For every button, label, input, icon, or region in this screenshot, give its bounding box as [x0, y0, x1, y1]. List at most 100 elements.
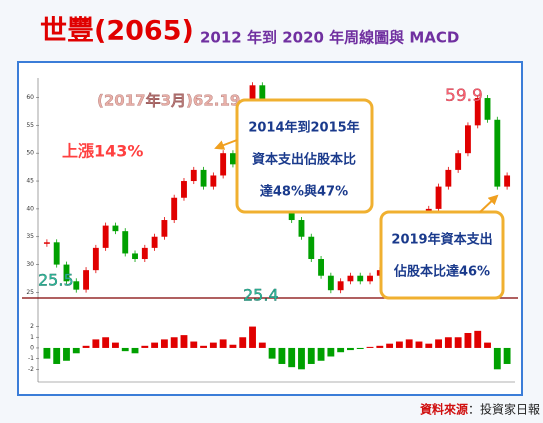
macd-bar	[366, 346, 374, 348]
candle	[484, 98, 491, 120]
candle	[308, 236, 315, 260]
macd-bar	[435, 339, 442, 348]
candle	[132, 253, 138, 260]
macd-bar	[190, 341, 198, 348]
candle	[298, 220, 305, 237]
macd-bar	[464, 332, 472, 348]
candle	[171, 197, 178, 221]
callout-box	[235, 98, 374, 214]
macd-bar	[298, 347, 305, 370]
candle	[92, 247, 99, 271]
high-label: 59.9	[445, 86, 483, 106]
y-tick-label: 50	[26, 150, 34, 157]
peak-label: (2017年3月)62.19	[97, 92, 240, 110]
rise-label: 上漲143%	[62, 142, 143, 161]
macd-bar	[229, 344, 237, 348]
y-tick-label: 1	[30, 334, 34, 341]
y-tick-label: 45	[26, 178, 34, 185]
candle	[465, 125, 471, 154]
candle	[200, 169, 207, 187]
candle	[53, 242, 60, 265]
macd-bar	[347, 347, 354, 351]
candle	[73, 281, 80, 290]
macd-bar	[337, 347, 345, 353]
y-tick-label: 2	[30, 323, 34, 330]
macd-bar	[160, 339, 168, 348]
chart-title: 世豐(2065)	[40, 16, 194, 47]
macd-bar	[180, 335, 188, 348]
macd-bar	[92, 339, 100, 348]
candle	[151, 236, 158, 248]
candle	[445, 169, 452, 187]
chart-subtitle: 2012 年到 2020 年周線圖與 MACD	[200, 29, 459, 47]
y-tick-label: 40	[26, 205, 34, 212]
y-tick-label: 35	[26, 233, 34, 240]
macd-bar	[278, 347, 286, 364]
candle	[43, 242, 50, 244]
y-tick-label: -2	[28, 366, 34, 373]
macd-bar	[356, 347, 364, 350]
macd-bar	[63, 347, 70, 361]
macd-bar	[484, 342, 491, 348]
macd-bar	[474, 330, 482, 348]
candle	[367, 275, 373, 282]
macd-bar	[200, 345, 207, 348]
y-tick-label: 60	[26, 94, 34, 101]
macd-bar	[493, 347, 501, 370]
candle	[112, 225, 119, 232]
candle	[181, 181, 187, 198]
candle	[357, 275, 364, 282]
candle	[455, 153, 462, 170]
callout-text: 資本支出佔股本比	[252, 152, 356, 168]
candle	[210, 175, 217, 187]
macd-bar	[444, 337, 452, 348]
macd-bar	[53, 347, 61, 364]
macd-bar	[386, 343, 394, 348]
macd-bar	[219, 339, 227, 348]
y-tick-label: 0	[30, 344, 34, 351]
macd-bar	[258, 342, 266, 348]
y-tick-label: -1	[28, 355, 34, 362]
macd-bar	[131, 347, 139, 354]
macd-bar	[425, 343, 433, 348]
callout-text: 2014年到2015年	[248, 120, 359, 136]
candle	[190, 169, 197, 182]
macd-bar	[317, 347, 325, 361]
y-tick-label: 55	[26, 122, 34, 129]
candle	[318, 259, 324, 276]
candle	[220, 153, 227, 176]
candle	[504, 175, 511, 187]
macd-bar	[395, 341, 403, 348]
macd-bar	[102, 337, 110, 348]
macd-bar	[249, 326, 256, 348]
macd-bar	[454, 337, 462, 348]
macd-bar	[121, 347, 129, 352]
macd-bar	[307, 347, 315, 364]
candle	[83, 270, 89, 290]
macd-bar	[288, 347, 296, 368]
candle	[63, 264, 70, 282]
source-name: ：投資家日報	[468, 402, 540, 417]
macd-bar	[209, 342, 217, 348]
candle	[122, 231, 129, 254]
macd-bar	[170, 337, 178, 348]
macd-bar	[112, 342, 119, 348]
macd-bar	[141, 345, 149, 348]
candle	[347, 275, 354, 282]
callout-text: 達48%與47%	[260, 184, 348, 200]
macd-bar	[415, 341, 423, 348]
macd-bar	[405, 339, 413, 348]
macd-bar	[151, 342, 159, 348]
callout-text: 2019年資本支出	[391, 232, 492, 248]
candle	[141, 247, 148, 260]
arrow	[214, 139, 238, 150]
macd-bar	[239, 337, 247, 348]
macd-bar	[43, 347, 51, 359]
candle	[230, 153, 236, 165]
candle	[337, 281, 344, 291]
y-tick-label: 25	[26, 289, 34, 296]
callout-text: 佔股本比達46%	[393, 264, 490, 280]
candle	[327, 275, 334, 291]
y-tick-label: 30	[26, 261, 34, 268]
